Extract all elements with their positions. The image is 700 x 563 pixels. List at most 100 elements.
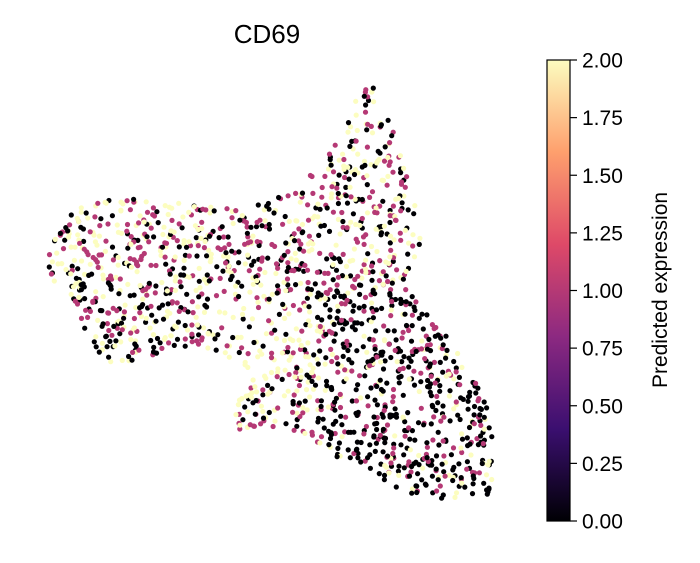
scatter-point	[105, 276, 111, 282]
scatter-point	[233, 412, 239, 418]
scatter-point	[348, 124, 354, 130]
scatter-point	[304, 267, 311, 273]
scatter-point	[68, 271, 74, 277]
scatter-point	[331, 321, 337, 327]
scatter-point	[294, 410, 300, 416]
scatter-point	[356, 282, 363, 288]
scatter-point	[475, 398, 481, 404]
scatter-point	[91, 232, 97, 238]
scatter-point	[469, 491, 476, 497]
scatter-point	[389, 298, 395, 305]
scatter-point	[222, 310, 228, 316]
scatter-point	[144, 209, 151, 215]
scatter-point	[361, 303, 367, 309]
scatter-point	[291, 238, 298, 244]
scatter-point	[373, 205, 379, 211]
scatter-point	[377, 258, 383, 264]
colorbar-tick-label: 2.00	[582, 50, 623, 73]
scatter-point	[236, 249, 242, 255]
scatter-point	[334, 185, 340, 191]
scatter-point	[192, 223, 198, 229]
colorbar-tick-label: 1.25	[582, 222, 623, 245]
scatter-point	[355, 273, 361, 279]
scatter-point	[127, 207, 133, 213]
scatter-point	[479, 460, 485, 467]
scatter-point	[223, 260, 229, 266]
scatter-point	[364, 182, 370, 188]
scatter-point	[269, 291, 275, 297]
scatter-point	[330, 277, 336, 283]
scatter-point	[127, 256, 133, 262]
scatter-point	[169, 217, 175, 223]
scatter-point	[233, 283, 239, 289]
scatter-point	[370, 287, 376, 293]
scatter-point	[364, 349, 370, 355]
scatter-point	[204, 253, 210, 259]
scatter-point	[285, 388, 291, 394]
scatter-point	[437, 388, 443, 394]
scatter-point	[467, 389, 473, 395]
scatter-point	[333, 242, 339, 248]
scatter-point	[334, 282, 340, 288]
scatter-point	[410, 232, 416, 238]
scatter-point	[68, 291, 74, 297]
scatter-point	[239, 345, 245, 351]
scatter-point	[361, 333, 367, 339]
scatter-point	[392, 347, 398, 353]
scatter-point	[124, 221, 131, 228]
scatter-point	[364, 127, 370, 133]
colorbar-tick-label: 0.25	[582, 453, 623, 476]
scatter-point	[340, 353, 346, 359]
scatter-point	[201, 325, 207, 331]
scatter-point	[216, 235, 222, 241]
scatter-point	[299, 328, 305, 334]
scatter-point	[279, 350, 285, 356]
scatter-point	[383, 273, 389, 279]
scatter-point	[393, 414, 400, 420]
scatter-point	[151, 344, 157, 350]
colorbar-tick-label: 1.50	[582, 165, 623, 188]
scatter-point	[109, 213, 115, 219]
scatter-point	[248, 224, 254, 230]
scatter-point	[335, 216, 341, 222]
scatter-point	[330, 169, 337, 175]
scatter-point	[353, 398, 360, 404]
scatter-point	[78, 205, 84, 211]
scatter-point	[225, 254, 231, 260]
scatter-point	[247, 289, 253, 295]
scatter-point	[318, 398, 324, 404]
scatter-point	[62, 237, 68, 243]
scatter-point	[293, 257, 299, 263]
scatter-point	[403, 287, 409, 293]
scatter-point	[230, 220, 236, 227]
scatter-point	[143, 286, 149, 292]
scatter-point	[334, 288, 340, 294]
scatter-point	[478, 422, 484, 428]
scatter-point	[371, 433, 377, 439]
scatter-point	[428, 373, 434, 379]
scatter-point	[450, 477, 456, 484]
scatter-point	[378, 359, 384, 365]
scatter-point	[48, 271, 55, 277]
scatter-point	[339, 434, 345, 440]
scatter-point	[351, 303, 357, 309]
scatter-point	[362, 294, 369, 300]
scatter-point	[172, 254, 178, 260]
scatter-point	[305, 217, 312, 223]
scatter-point	[340, 218, 346, 225]
scatter-point	[345, 290, 351, 296]
scatter-point	[402, 227, 408, 233]
scatter-point	[198, 235, 204, 241]
scatter-point	[400, 414, 406, 420]
scatter-point	[399, 335, 405, 341]
scatter-point	[140, 296, 146, 302]
scatter-point	[52, 236, 58, 242]
scatter-point	[337, 404, 344, 411]
scatter-point	[379, 305, 385, 311]
scatter-point	[290, 337, 296, 344]
scatter-point	[441, 469, 447, 475]
scatter-point	[315, 398, 321, 404]
scatter-point	[100, 276, 107, 282]
scatter-point	[446, 393, 452, 399]
scatter-point	[257, 266, 263, 272]
